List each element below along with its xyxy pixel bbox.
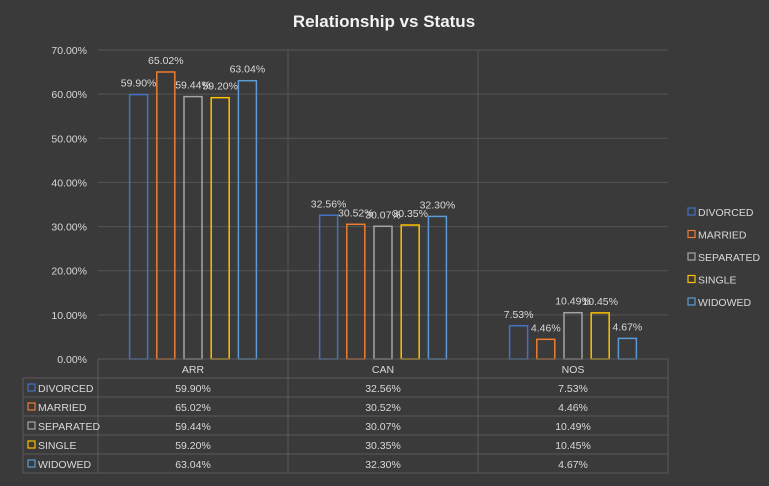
table-legend-key (27, 459, 36, 468)
table-series-name: SEPARATED (38, 421, 100, 433)
data-label: 30.07% (365, 209, 401, 221)
table-cell: 4.67% (558, 459, 588, 471)
legend-key (687, 297, 696, 306)
legend-label: SEPARATED (698, 252, 760, 264)
table-cell: 10.45% (555, 440, 591, 452)
table-series-name: MARRIED (38, 402, 87, 414)
table-cell: 59.44% (175, 421, 211, 433)
table-cell: 30.07% (365, 421, 401, 433)
data-table: ARR CAN NOS DIVORCED 59.90% 32.56% 7.53% MARRIE… (22, 358, 669, 474)
data-label: 10.45% (582, 296, 618, 308)
table-cell: 32.56% (365, 383, 401, 395)
data-label: 10.49% (555, 296, 591, 308)
data-label: 7.53% (504, 309, 534, 321)
bar-single-nos (590, 312, 610, 360)
bar-divorced-can (318, 214, 339, 360)
y-tick-label: 70.00% (51, 45, 87, 57)
legend-item-separated: SEPARATED (687, 252, 760, 264)
data-label: 59.90% (121, 78, 157, 90)
bar-separated-can (373, 225, 393, 360)
bar-single-arr (210, 96, 230, 360)
data-label: 4.67% (613, 321, 643, 333)
category-label: NOS (562, 364, 585, 376)
y-tick-label: 10.00% (51, 310, 87, 322)
table-cell: 59.20% (175, 440, 211, 452)
table-cell: 7.53% (558, 383, 588, 395)
y-tick-label: 60.00% (51, 89, 87, 101)
bar-separated-nos (563, 311, 583, 360)
legend-key (687, 274, 696, 284)
table-cell: 32.30% (365, 459, 401, 471)
legend-key (687, 207, 696, 216)
bar-widowed-nos (617, 337, 638, 360)
legend-item-widowed: WIDOWED (687, 297, 751, 309)
legend-item-single: SINGLE (687, 274, 737, 287)
bar-widowed-can (427, 215, 448, 360)
data-labels: 59.90% 65.02% 59.44%59.20% 63.04% 32.56%30.5… (121, 55, 643, 334)
table-cell: 10.49% (555, 421, 591, 433)
legend-item-divorced: DIVORCED (687, 207, 754, 219)
table-cell: 30.52% (365, 402, 401, 414)
legend-key (687, 229, 696, 239)
table-legend-key (27, 421, 36, 430)
category-label: CAN (372, 364, 394, 376)
data-label: 32.56% (311, 198, 347, 210)
data-label: 32.30% (420, 199, 456, 211)
y-tick-label: 0.00% (57, 354, 87, 366)
legend-key (687, 252, 696, 261)
y-tick-label: 30.00% (51, 222, 87, 234)
data-label: 30.52% (338, 207, 374, 219)
bar-divorced-nos (508, 325, 529, 360)
table-cell: 30.35% (365, 440, 401, 452)
table-legend-key (27, 402, 36, 411)
data-label: 63.04% (230, 64, 266, 76)
data-label: 30.35% (392, 208, 428, 220)
gridlines (98, 49, 668, 360)
bar-married-arr (156, 71, 176, 360)
data-label: 59.44% (175, 80, 211, 92)
y-axis-ticks: 0.00% 10.00% 20.00% 30.00% 40.00% 50.00% 60.00… (51, 45, 87, 366)
data-label: 4.46% (531, 322, 561, 334)
table-series-name: SINGLE (38, 440, 77, 452)
table-legend-key (27, 440, 36, 449)
y-tick-label: 50.00% (51, 133, 87, 145)
table-series-name: WIDOWED (38, 459, 91, 471)
category-label: ARR (182, 364, 205, 376)
y-tick-label: 40.00% (51, 177, 87, 189)
bar-married-nos (536, 338, 556, 360)
table-series-name: DIVORCED (38, 383, 94, 395)
legend-label: SINGLE (698, 275, 737, 287)
table-cell: 59.90% (175, 383, 211, 395)
legend-label: WIDOWED (698, 297, 751, 309)
legend-label: MARRIED (698, 230, 747, 242)
data-label: 59.20% (202, 81, 238, 93)
chart-title: Relationship vs Status (293, 12, 475, 31)
table-cell: 65.02% (175, 402, 211, 414)
bar-widowed-arr (237, 79, 258, 360)
table-legend-key (27, 383, 36, 392)
bar-single-can (400, 224, 420, 360)
data-label: 65.02% (148, 55, 184, 67)
bar-married-can (346, 223, 366, 360)
table-cell: 63.04% (175, 459, 211, 471)
legend: DIVORCED MARRIED SEPARATED SINGLE WIDOWED (687, 207, 760, 309)
legend-item-married: MARRIED (687, 229, 747, 242)
legend-label: DIVORCED (698, 207, 754, 219)
bar-separated-arr (183, 95, 203, 360)
y-tick-label: 20.00% (51, 266, 87, 278)
table-cell: 4.46% (558, 402, 588, 414)
